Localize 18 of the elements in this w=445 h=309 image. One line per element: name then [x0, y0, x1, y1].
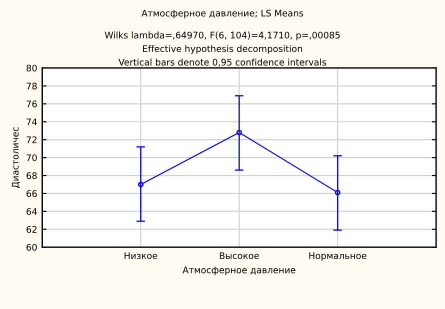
y-tick-label: 76 — [26, 100, 37, 108]
x-tick-label: Нормальное — [309, 252, 366, 261]
y-tick-label: 60 — [26, 244, 37, 251]
y-tick-label: 78 — [26, 82, 37, 90]
x-tick-label: Низкое — [124, 252, 158, 260]
x-axis-title: Атмосферное давление — [182, 266, 296, 276]
chart-title: Атмосферное давление; LS Means — [141, 10, 304, 18]
y-tick-label: 68 — [26, 172, 37, 180]
y-tick-label: 80 — [26, 64, 37, 72]
y-tick-label: 64 — [26, 208, 37, 215]
x-tick-label: Высокое — [220, 252, 259, 260]
y-tick-label: 74 — [26, 118, 37, 126]
y-tick-label: 72 — [26, 136, 37, 144]
y-tick-label: 62 — [26, 226, 37, 233]
y-tick-label: 70 — [26, 154, 37, 162]
chart-subtitle: Wilks lambda=,64970, F(6, 104)=4,1710, p=,00085 Effective hypothesis decomposition Vertical bars denote 0,95 confidence intervals — [104, 32, 340, 67]
y-axis-title: Диастоличес — [12, 127, 20, 188]
y-tick-label: 66 — [26, 190, 37, 197]
